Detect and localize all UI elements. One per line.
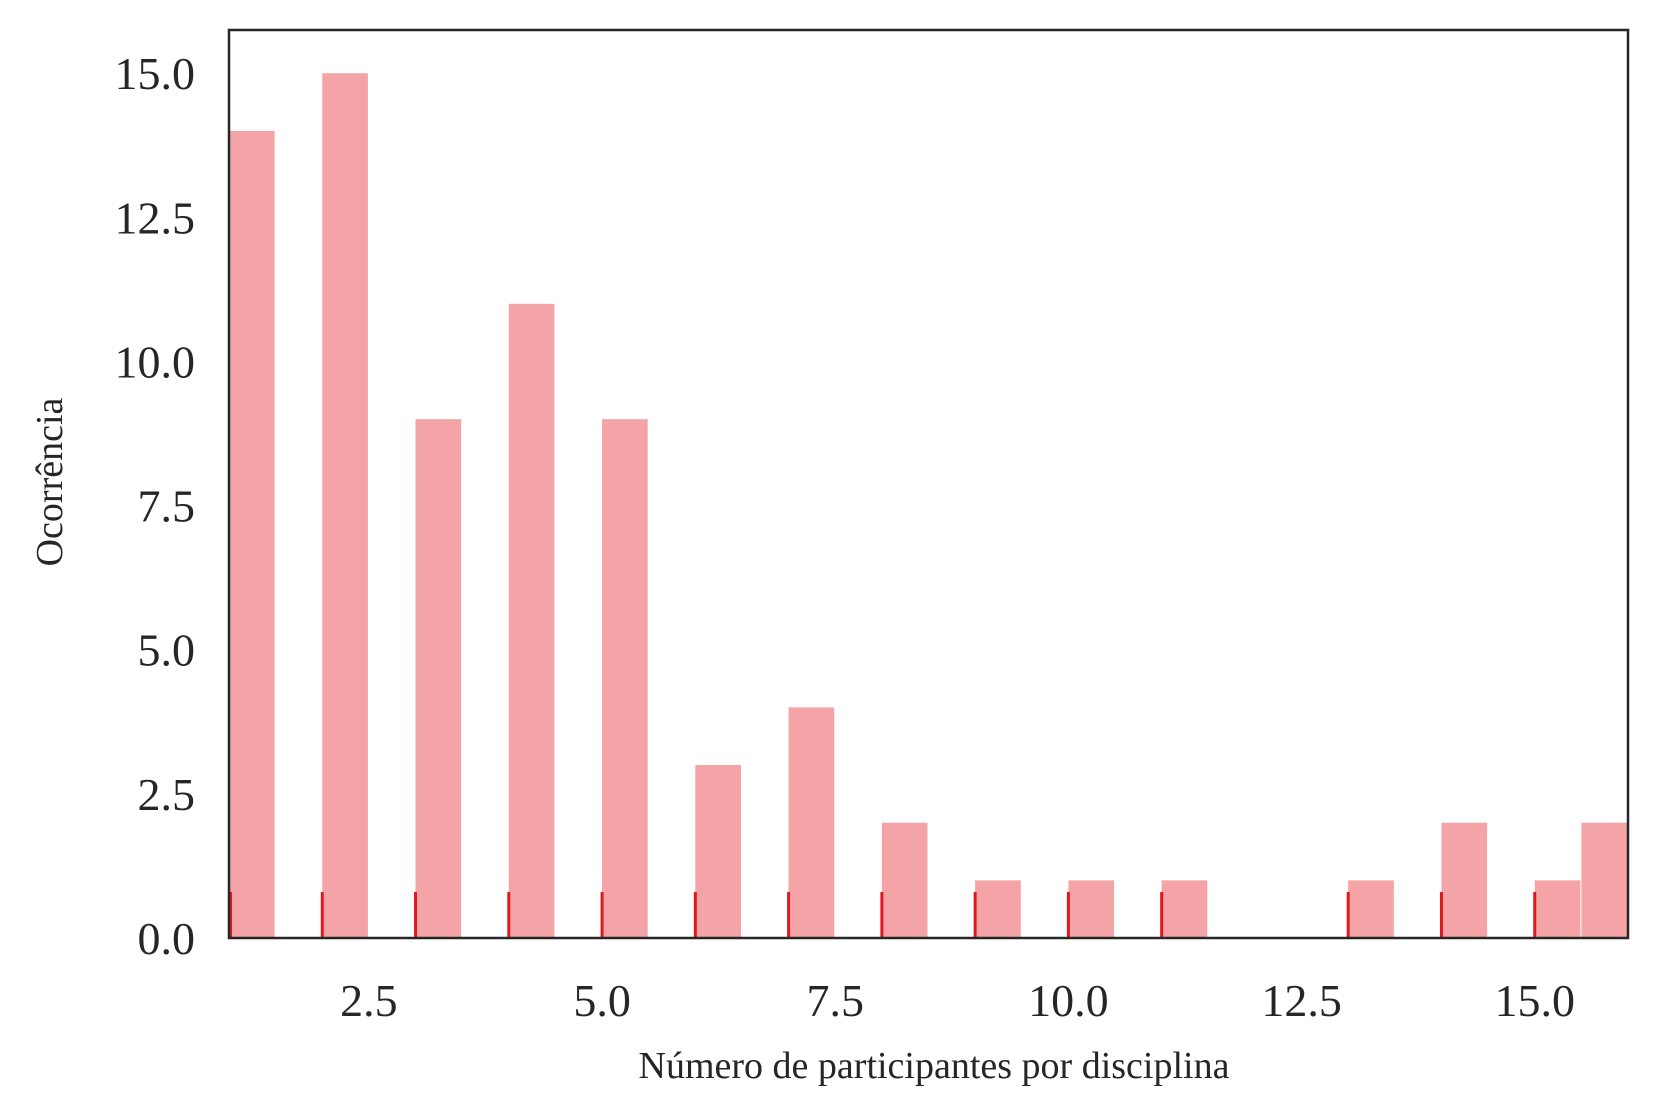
x-tick-labels: 2.5 5.0 7.5 10.0 12.5 15.0	[340, 975, 1575, 1026]
histogram-bar	[1441, 822, 1488, 938]
histogram-bar	[1534, 880, 1581, 938]
x-tick-label: 7.5	[806, 975, 864, 1026]
y-tick-label: 2.5	[138, 769, 196, 820]
histogram-bar	[602, 419, 648, 939]
y-tick-label: 10.0	[115, 336, 196, 387]
x-tick-label: 15.0	[1494, 975, 1575, 1026]
x-tick-label: 10.0	[1028, 975, 1109, 1026]
histogram-bar	[1068, 880, 1115, 938]
histogram-bar	[415, 419, 462, 939]
histogram-bar	[1161, 880, 1208, 938]
y-tick-labels: 0.0 2.5 5.0 7.5 10.0 12.5 15.0	[115, 48, 196, 964]
bars-layer	[229, 73, 1627, 939]
rug-layer	[229, 892, 1537, 938]
x-tick-label: 5.0	[573, 975, 631, 1026]
y-tick-label: 5.0	[138, 625, 196, 676]
y-tick-label: 15.0	[115, 48, 196, 99]
plot-frame	[227, 28, 1630, 940]
x-tick-label: 2.5	[340, 975, 398, 1026]
histogram-bar	[1581, 822, 1627, 938]
y-tick-label: 0.0	[138, 913, 196, 964]
histogram-bar	[1348, 880, 1394, 938]
histogram-bar	[975, 880, 1021, 938]
histogram-bar	[881, 822, 928, 938]
y-tick-label: 12.5	[115, 192, 196, 243]
histogram-bar	[508, 303, 555, 938]
x-tick-label: 12.5	[1261, 975, 1342, 1026]
x-axis-title: Número de participantes por disciplina	[639, 1045, 1230, 1087]
y-tick-label: 7.5	[138, 481, 196, 532]
histogram-bar	[788, 707, 835, 938]
histogram-bar	[695, 765, 741, 938]
histogram-bar	[229, 130, 275, 938]
histogram-bar	[322, 73, 368, 938]
y-axis-title: Ocorrência	[29, 397, 71, 566]
